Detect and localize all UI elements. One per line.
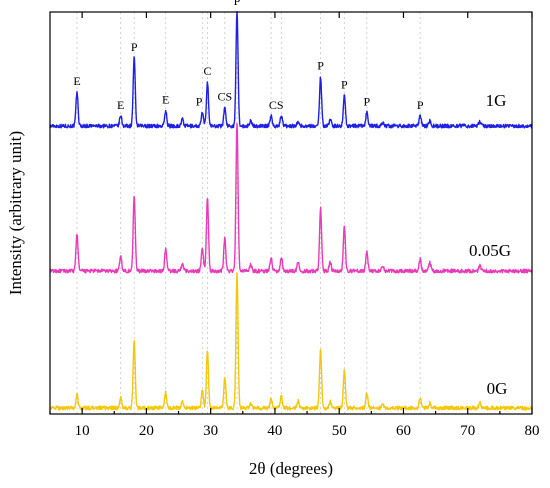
x-tick-label-50: 50	[332, 423, 347, 439]
x-tick-label-70: 70	[460, 423, 475, 439]
peak-label-3: E	[162, 93, 169, 107]
x-tick-label-80: 80	[525, 423, 540, 439]
y-axis-title: Intensity (arbitrary unit)	[6, 131, 25, 295]
peak-annotations: E E P E P C CS P CS P P P P	[73, 0, 424, 112]
peak-label-6: CS	[217, 89, 232, 103]
peak-label-1: E	[117, 98, 124, 112]
grid-lines	[76, 12, 421, 414]
x-axis-title: 2θ (degrees)	[249, 459, 333, 478]
series-label-0.05G: 0.05G	[469, 241, 511, 260]
peak-label-2: P	[131, 40, 138, 54]
x-tick-label-10: 10	[75, 423, 90, 439]
series-traces	[49, 10, 533, 411]
peak-label-10: P	[341, 77, 348, 91]
series-trace-0.05G	[49, 122, 533, 274]
peak-label-11: P	[363, 94, 370, 108]
peak-label-5: C	[203, 64, 211, 78]
series-trace-0G	[49, 272, 533, 411]
x-tick-label-30: 30	[203, 423, 218, 439]
series-trace-1G	[49, 10, 533, 129]
peak-label-0: E	[73, 74, 80, 88]
peak-label-8: CS	[269, 98, 284, 112]
plot-frame	[49, 11, 533, 415]
series-label-0G: 0G	[487, 379, 508, 398]
peak-label-4: P	[196, 94, 203, 108]
series-label-1G: 1G	[486, 91, 507, 110]
peak-label-7: P	[234, 0, 241, 8]
x-axis-ticks: 10 20 30 40 50 60 70 80	[49, 12, 540, 439]
x-tick-label-60: 60	[396, 423, 411, 439]
series-labels: 1G 0.05G 0G	[469, 91, 511, 398]
peak-label-9: P	[317, 59, 324, 73]
peak-label-12: P	[417, 98, 424, 112]
x-tick-label-20: 20	[139, 423, 154, 439]
x-tick-label-40: 40	[267, 423, 282, 439]
